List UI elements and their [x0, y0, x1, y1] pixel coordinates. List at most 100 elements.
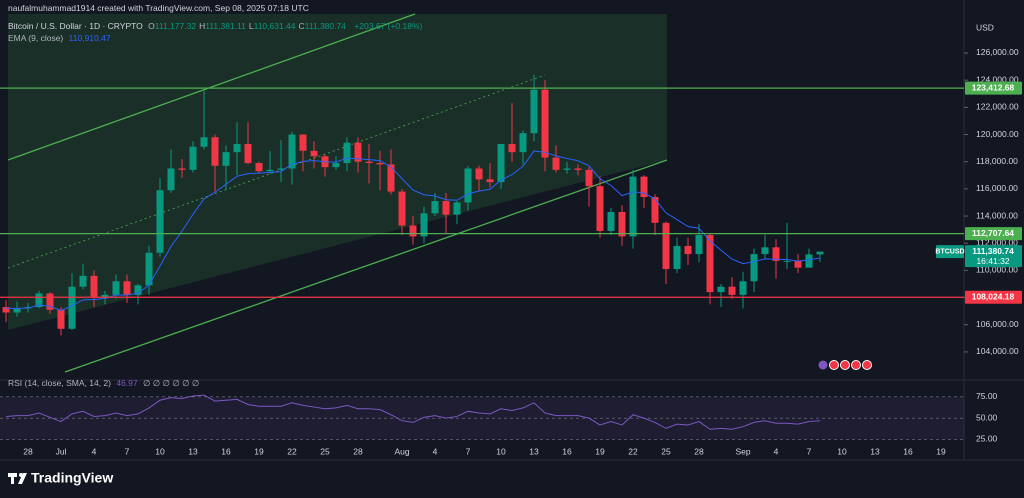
- x-tick-label: 4: [774, 446, 779, 456]
- credit: naufalmuhammad1914 created with TradingV…: [8, 3, 309, 13]
- event-badge: [840, 360, 850, 370]
- candle-body: [222, 152, 230, 166]
- candle-body: [46, 293, 54, 310]
- candles: [2, 74, 824, 336]
- y-tick-label: 124,000.00: [976, 74, 1019, 84]
- countdown: 16:41:32: [976, 256, 1009, 266]
- candle-body: [442, 201, 450, 215]
- y-tick-label: 116,000.00: [976, 183, 1018, 193]
- x-tick-label: 16: [903, 446, 913, 456]
- currency-label: USD: [976, 22, 994, 32]
- y-tick-label: 110,000.00: [976, 265, 1018, 275]
- rsi-legend: RSI (14, close, SMA, 14, 2) 46.97 ∅ ∅ ∅ …: [8, 378, 202, 389]
- x-tick-label: 28: [694, 446, 704, 456]
- x-tick-label: 13: [529, 446, 539, 456]
- channel-upper: [7, 13, 416, 161]
- candle-body: [805, 254, 813, 268]
- candle-body: [695, 235, 703, 255]
- candle-body: [57, 309, 65, 329]
- candle-body: [728, 286, 736, 295]
- candle-body: [607, 211, 615, 231]
- rsi-line: [5, 394, 821, 430]
- x-tick-label: 16: [562, 446, 572, 456]
- y-tick-label: 126,000.00: [976, 47, 1019, 57]
- y-tick-label: 50.00: [976, 412, 998, 422]
- candle-body: [35, 293, 43, 308]
- ohlc-key: C: [298, 21, 305, 31]
- candle-body: [574, 168, 582, 170]
- candle-body: [310, 150, 318, 157]
- candle-body: [343, 142, 351, 164]
- x-tick-label: 7: [807, 446, 812, 456]
- candle-body: [409, 225, 417, 237]
- channel-drawing: [7, 13, 668, 373]
- candle-body: [299, 134, 307, 151]
- channel-fill: [8, 14, 667, 330]
- symbol-label: BTCUSD: [935, 248, 964, 255]
- last-price-box: [965, 245, 1022, 268]
- candle-body: [794, 260, 802, 268]
- candle-body: [354, 142, 362, 162]
- symbol-legend: Bitcoin / U.S. Dollar · 1D · CRYPTO O111…: [8, 21, 425, 31]
- x-tick-label: 7: [466, 446, 471, 456]
- candle-body: [145, 252, 153, 286]
- x-tick-label: 22: [287, 446, 297, 456]
- candle-body: [739, 281, 747, 295]
- x-tick-label: 25: [320, 446, 330, 456]
- candle-body: [618, 211, 626, 237]
- candle-body: [68, 286, 76, 329]
- candle-body: [79, 275, 87, 287]
- x-tick-label: 4: [92, 446, 97, 456]
- x-tick-label: 7: [125, 446, 130, 456]
- symbol-title: Bitcoin / U.S. Dollar · 1D · CRYPTO: [8, 21, 143, 31]
- x-tick-label: 19: [595, 446, 605, 456]
- y-tick-label: 118,000.00: [976, 156, 1018, 166]
- x-tick-label: 13: [870, 446, 880, 456]
- change: +203.67 (+0.18%): [354, 21, 423, 31]
- y-tick-label: 25.00: [976, 434, 998, 444]
- candle-body: [277, 168, 285, 170]
- candle-body: [244, 144, 252, 164]
- price-label-box: [965, 81, 1022, 95]
- candle-body: [387, 164, 395, 192]
- event-badge: [818, 360, 828, 370]
- rsi-value: 46.97: [116, 378, 138, 388]
- ema-legend: EMA (9, close) 110,910.47: [8, 33, 114, 43]
- y-tick-label: 106,000.00: [976, 319, 1019, 329]
- logo: [8, 473, 27, 484]
- ohlc-value: 110,631.44: [253, 21, 296, 31]
- y-tick-label: 112,000.00: [976, 237, 1018, 247]
- y-tick-label: 122,000.00: [976, 102, 1019, 112]
- candle-body: [2, 307, 10, 313]
- candle-body: [112, 281, 120, 295]
- candle-body: [816, 251, 824, 255]
- candle-body: [189, 146, 197, 170]
- channel-lower: [64, 159, 668, 373]
- x-tick-label: 16: [221, 446, 231, 456]
- candle-body: [684, 245, 692, 255]
- candle-body: [662, 222, 670, 270]
- candle-body: [552, 157, 560, 170]
- ohlc-value: 111,380.74: [304, 21, 346, 31]
- rsi-na: ∅ ∅ ∅ ∅ ∅ ∅: [143, 378, 200, 388]
- candle-body: [651, 197, 659, 223]
- y-tick-label: 120,000.00: [976, 129, 1019, 139]
- candle-body: [200, 137, 208, 147]
- candle-body: [486, 179, 494, 183]
- x-tick-label: 4: [433, 446, 438, 456]
- x-tick-label: Sep: [735, 446, 750, 456]
- ema-value: 110,910.47: [68, 33, 111, 43]
- candle-body: [156, 190, 164, 253]
- candle-body: [365, 161, 373, 164]
- candle-body: [255, 163, 263, 172]
- candle-body: [497, 144, 505, 183]
- candle-body: [167, 168, 175, 191]
- x-tick-label: 13: [188, 446, 198, 456]
- x-tick-label: 10: [496, 446, 506, 456]
- candle-body: [585, 169, 593, 187]
- candle-body: [13, 308, 21, 313]
- x-tick-label: 28: [353, 446, 363, 456]
- ohlc-key: H: [199, 21, 206, 31]
- candle-body: [783, 260, 791, 262]
